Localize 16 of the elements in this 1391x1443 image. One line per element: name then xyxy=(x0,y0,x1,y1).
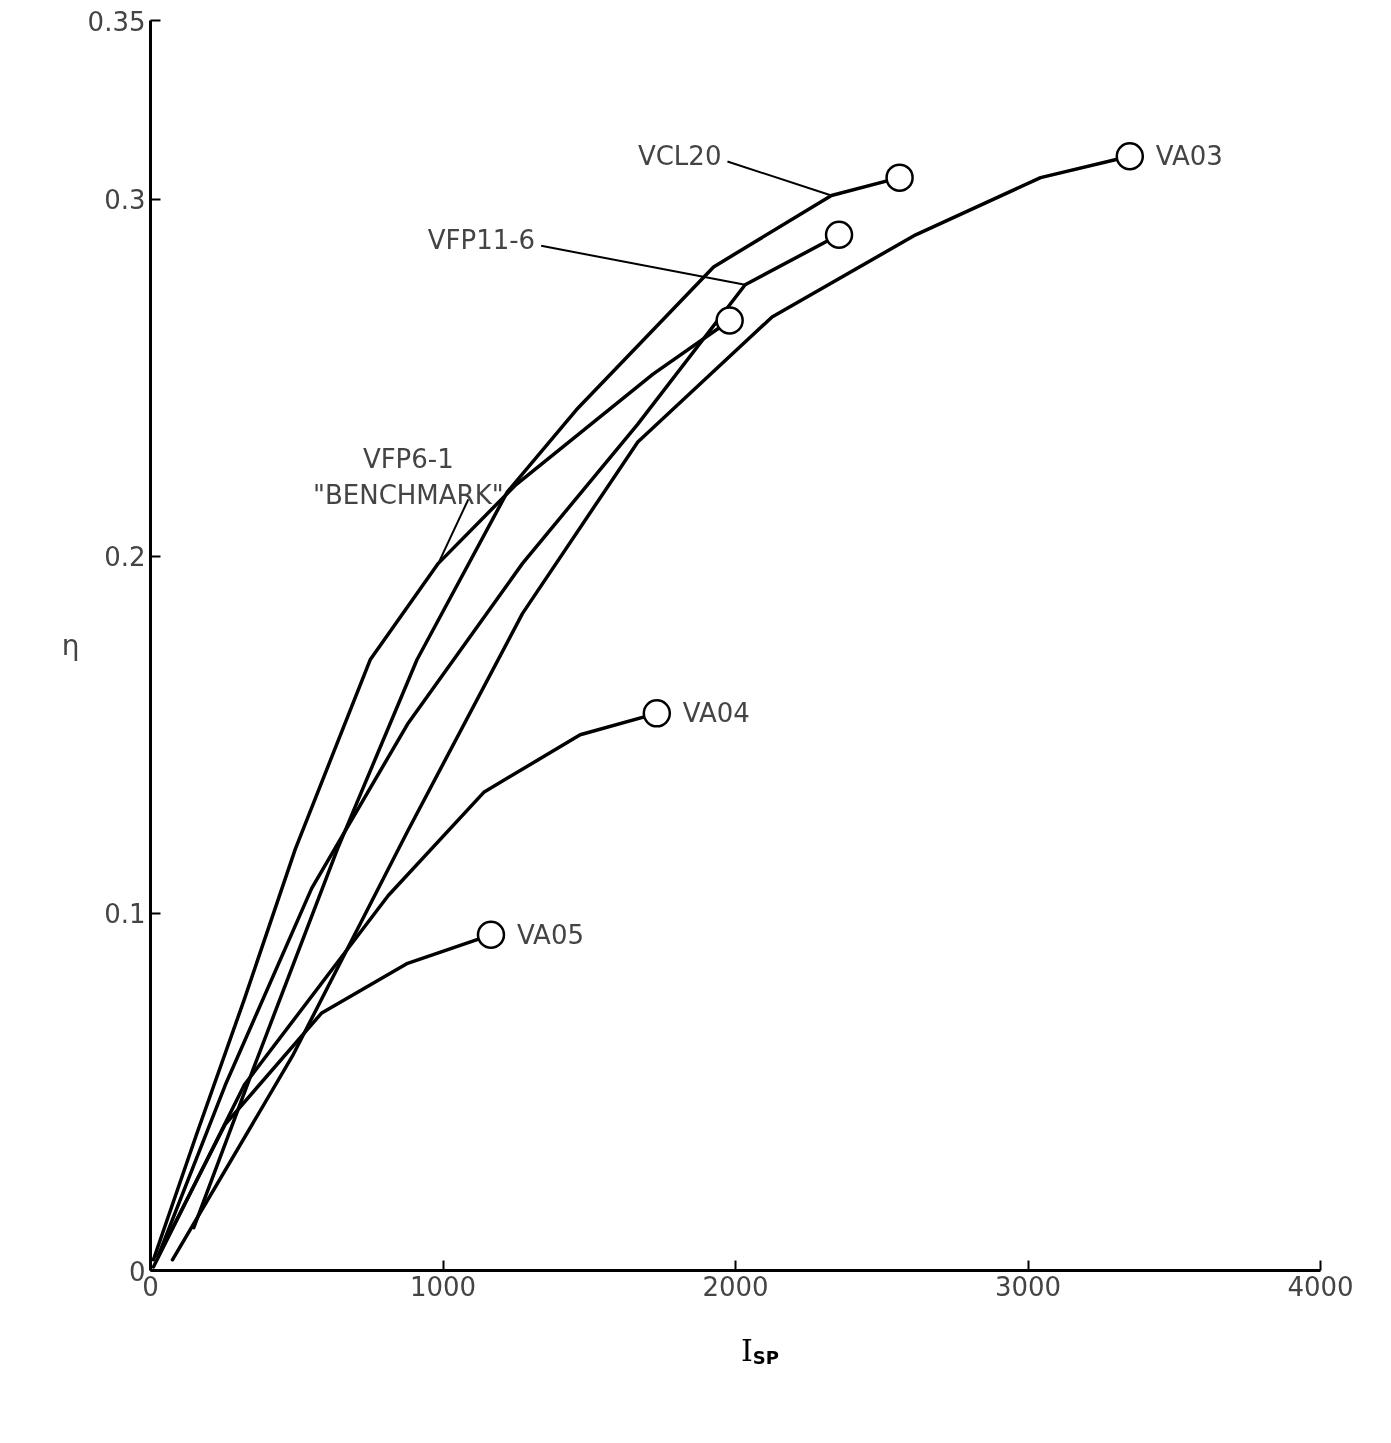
annotation: VCL20 xyxy=(637,140,722,171)
x-tick-label: 3000 xyxy=(994,1271,1062,1302)
annotation: VFP6-1 "BENCHMARK" xyxy=(312,444,504,511)
annotation: VFP11-6 xyxy=(427,224,536,255)
annotation: VA04 xyxy=(682,698,750,729)
y-tick-label: 0.3 xyxy=(104,185,146,216)
y-tick-label: 0.1 xyxy=(104,899,146,930)
y-tick-label: 0.2 xyxy=(104,542,146,573)
x-axis-title: I$_{SP}$ xyxy=(740,1333,779,1369)
y-tick-label: 0.35 xyxy=(87,6,146,37)
x-tick-label: 2000 xyxy=(702,1271,769,1302)
x-tick-label: 1000 xyxy=(409,1271,477,1302)
annotation: VA03 xyxy=(1155,141,1223,172)
y-axis-title: η xyxy=(61,629,80,662)
annotation: VA05 xyxy=(516,919,584,950)
x-tick-label: 4000 xyxy=(1287,1271,1354,1302)
